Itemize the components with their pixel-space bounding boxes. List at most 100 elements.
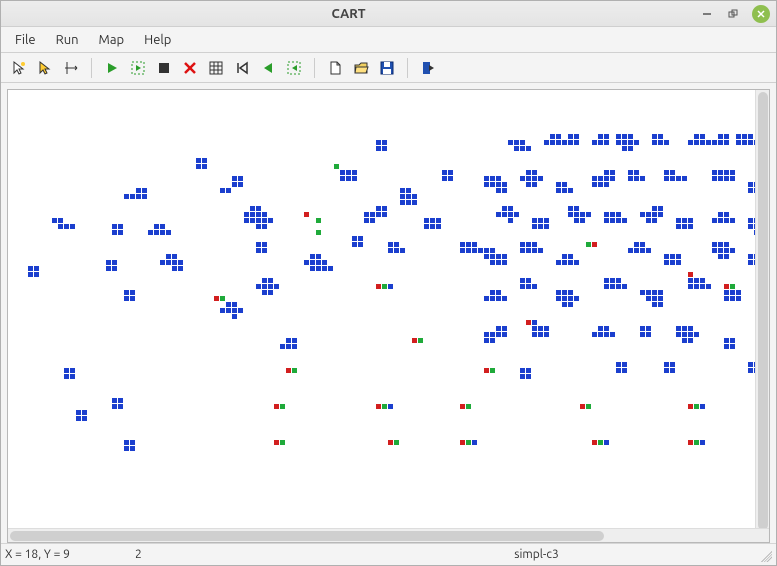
map-cell xyxy=(202,158,207,163)
cursor-icon[interactable] xyxy=(7,56,31,80)
map-cell xyxy=(526,284,531,289)
map-cell xyxy=(544,326,549,331)
window-title: CART xyxy=(7,7,690,21)
close-button[interactable] xyxy=(752,5,770,23)
map-cell xyxy=(730,296,735,301)
map-cell xyxy=(256,242,261,247)
map-cell xyxy=(310,266,315,271)
map-cell xyxy=(490,296,495,301)
map-cell xyxy=(280,344,285,349)
map-cell xyxy=(646,326,651,331)
horizontal-scrollbar[interactable] xyxy=(8,528,769,542)
map-cell xyxy=(322,266,327,271)
map-cell xyxy=(640,248,645,253)
map-cell xyxy=(232,308,237,313)
map-cell xyxy=(400,200,405,205)
map-cell xyxy=(730,218,735,223)
map-cell xyxy=(376,404,381,409)
map-cell xyxy=(358,242,363,247)
map-cell xyxy=(754,260,755,265)
map-cell xyxy=(526,176,531,181)
map-cell xyxy=(274,284,279,289)
map-cell xyxy=(70,368,75,373)
map-cell xyxy=(640,332,645,337)
map-cell xyxy=(382,212,387,217)
map-cell xyxy=(562,140,567,145)
canvas-area xyxy=(1,83,776,543)
map-cell xyxy=(694,140,699,145)
map-cell xyxy=(382,146,387,151)
map-cell xyxy=(70,224,75,229)
map-cell xyxy=(352,176,357,181)
map-cell xyxy=(532,332,537,337)
map-cell xyxy=(730,284,735,289)
menu-file[interactable]: File xyxy=(5,29,46,51)
scroll-thumb[interactable] xyxy=(758,92,768,530)
map-cell xyxy=(256,218,261,223)
map-cell xyxy=(358,236,363,241)
play-icon[interactable] xyxy=(100,56,124,80)
map-canvas[interactable] xyxy=(8,90,755,528)
map-cell xyxy=(316,230,321,235)
measure-icon[interactable] xyxy=(59,56,83,80)
toolbar-separator xyxy=(407,58,408,78)
step-left-icon[interactable] xyxy=(230,56,254,80)
select-icon[interactable] xyxy=(33,56,57,80)
map-cell xyxy=(496,296,501,301)
delete-x-icon[interactable] xyxy=(178,56,202,80)
exit-icon[interactable] xyxy=(416,56,440,80)
map-cell xyxy=(682,332,687,337)
map-cell xyxy=(520,368,525,373)
play-square-icon[interactable] xyxy=(126,56,150,80)
map-cell xyxy=(214,296,219,301)
map-cell xyxy=(304,260,309,265)
map-cell xyxy=(556,296,561,301)
map-cell xyxy=(568,260,573,265)
toolbar xyxy=(1,53,776,83)
map-cell xyxy=(556,188,561,193)
map-cell xyxy=(484,182,489,187)
save-icon[interactable] xyxy=(375,56,399,80)
map-cell xyxy=(598,176,603,181)
vertical-scrollbar[interactable] xyxy=(755,90,769,528)
map-cell xyxy=(346,176,351,181)
resize-grip-icon[interactable] xyxy=(758,548,772,562)
map-cell xyxy=(496,326,501,331)
map-cell xyxy=(376,206,381,211)
map-cell xyxy=(610,170,615,175)
menu-map[interactable]: Map xyxy=(89,29,135,51)
map-cell xyxy=(682,326,687,331)
map-cell xyxy=(676,332,681,337)
minimize-button[interactable] xyxy=(698,5,716,23)
step-left-green-icon[interactable] xyxy=(256,56,280,80)
maximize-button[interactable] xyxy=(724,5,742,23)
map-cell xyxy=(340,170,345,175)
map-cell xyxy=(658,296,663,301)
map-cell xyxy=(622,362,627,367)
stop-icon[interactable] xyxy=(152,56,176,80)
open-doc-icon[interactable] xyxy=(349,56,373,80)
map-cell xyxy=(256,212,261,217)
map-cell xyxy=(310,254,315,259)
map-cell xyxy=(370,218,375,223)
map-cell xyxy=(250,206,255,211)
step-right-square-icon[interactable] xyxy=(282,56,306,80)
map-cell xyxy=(604,218,609,223)
map-cell xyxy=(610,218,615,223)
menu-help[interactable]: Help xyxy=(134,29,181,51)
grid-icon[interactable] xyxy=(204,56,228,80)
map-cell xyxy=(622,134,627,139)
map-cell xyxy=(304,212,309,217)
map-cell xyxy=(688,224,693,229)
menu-run[interactable]: Run xyxy=(46,29,89,51)
map-cell xyxy=(694,284,699,289)
map-cell xyxy=(502,296,507,301)
map-cell xyxy=(124,296,129,301)
map-cell xyxy=(526,146,531,151)
scroll-thumb[interactable] xyxy=(10,531,604,541)
map-cell xyxy=(664,176,669,181)
map-cell xyxy=(754,218,755,223)
map-cell xyxy=(520,278,525,283)
map-cell xyxy=(526,170,531,175)
new-doc-icon[interactable] xyxy=(323,56,347,80)
